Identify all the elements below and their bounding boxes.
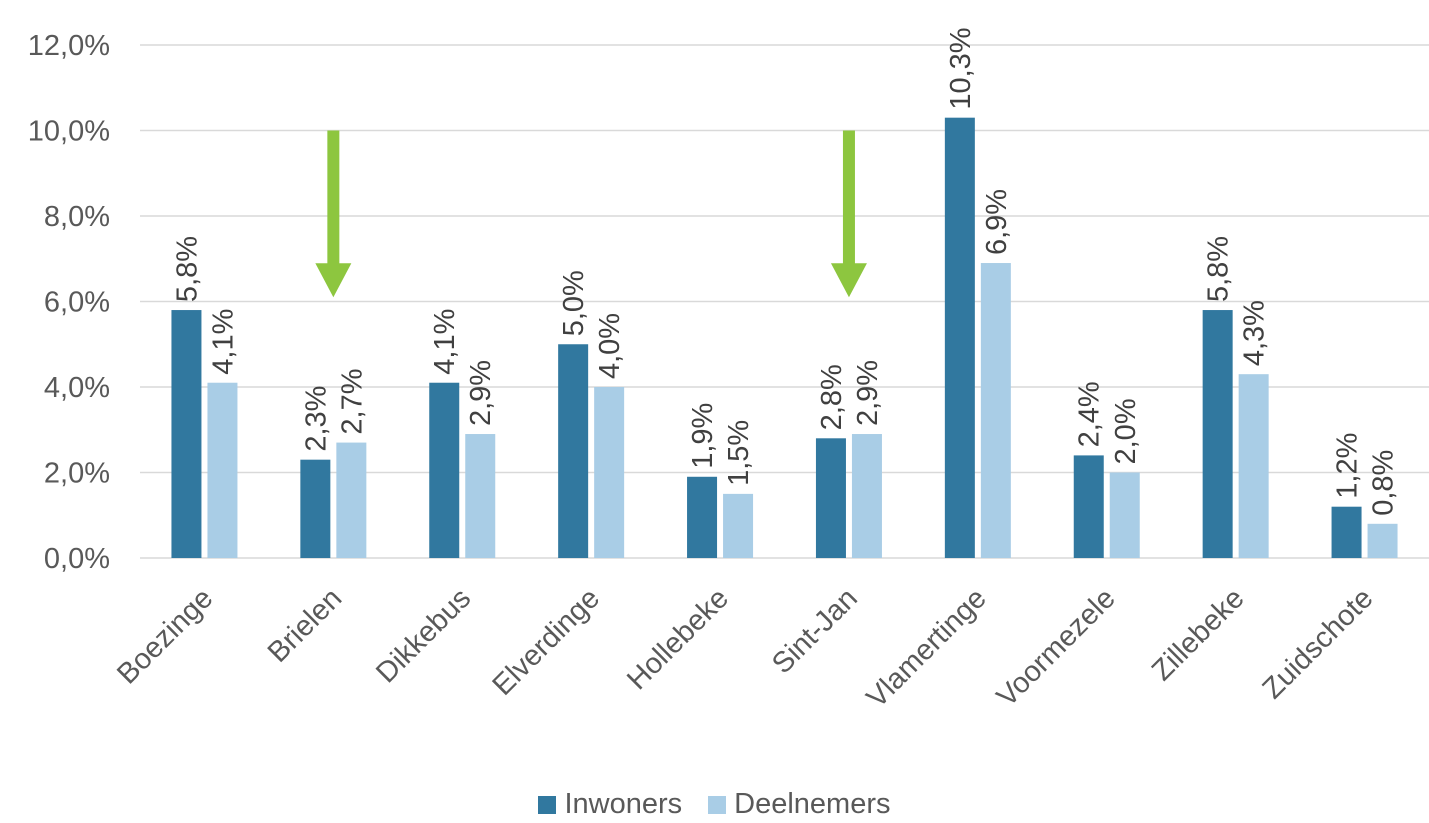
category-label: Boezinge <box>111 582 219 690</box>
data-label-inwoners-3: 5,0% <box>558 270 590 336</box>
y-tick-label: 4,0% <box>44 372 110 404</box>
bar-inwoners-4 <box>687 476 718 558</box>
data-label-inwoners-7: 2,4% <box>1074 381 1106 447</box>
data-label-deelnemers-6: 6,9% <box>981 189 1013 255</box>
data-label-inwoners-4: 1,9% <box>687 403 719 469</box>
y-tick-label: 2,0% <box>44 458 110 490</box>
data-label-inwoners-5: 2,8% <box>816 364 848 430</box>
data-label-inwoners-0: 5,8% <box>171 236 203 302</box>
bar-deelnemers-6 <box>980 263 1011 558</box>
down-arrow-brielen <box>315 130 352 298</box>
bar-inwoners-3 <box>558 344 589 558</box>
bar-inwoners-1 <box>300 459 331 558</box>
down-arrow-sint-jan <box>830 130 867 298</box>
data-label-deelnemers-0: 4,1% <box>207 309 239 375</box>
gridlines <box>140 44 1429 559</box>
y-tick-label: 8,0% <box>44 201 110 233</box>
bar-inwoners-9 <box>1331 506 1362 558</box>
y-tick-label: 10,0% <box>28 116 110 148</box>
bar-inwoners-0 <box>171 310 202 558</box>
category-label: Zuidschote <box>1257 582 1380 705</box>
bar-inwoners-7 <box>1073 455 1104 558</box>
bar-inwoners-5 <box>815 438 846 558</box>
data-label-inwoners-8: 5,8% <box>1203 236 1235 302</box>
data-label-deelnemers-3: 4,0% <box>594 313 626 379</box>
data-label-deelnemers-7: 2,0% <box>1110 398 1142 464</box>
bar-inwoners-2 <box>429 382 460 558</box>
data-label-inwoners-9: 1,2% <box>1332 433 1364 499</box>
bar-inwoners-6 <box>944 117 975 559</box>
y-axis-ticks: 0,0% 2,0% 4,0% 6,0% 8,0% 10,0% 12,0% <box>28 30 110 575</box>
data-label-deelnemers-2: 2,9% <box>465 360 497 426</box>
bar-deelnemers-3 <box>594 387 625 558</box>
data-label-deelnemers-1: 2,7% <box>336 368 368 434</box>
bar-deelnemers-4 <box>723 493 754 558</box>
bars <box>171 117 1398 559</box>
legend-item-deelnemers: Deelnemers <box>708 788 891 821</box>
category-label: Zillebeke <box>1146 582 1251 687</box>
data-label-deelnemers-5: 2,9% <box>852 360 884 426</box>
y-tick-label: 0,0% <box>44 543 110 575</box>
category-label: Dikkebus <box>370 582 477 689</box>
category-label: Sint-Jan <box>766 582 864 680</box>
annotation-arrows <box>315 130 867 298</box>
data-label-inwoners-1: 2,3% <box>300 386 332 452</box>
y-tick-label: 6,0% <box>44 287 110 319</box>
bar-deelnemers-2 <box>465 434 496 558</box>
category-label: Vlamertinge <box>861 582 993 714</box>
bar-deelnemers-1 <box>336 442 367 558</box>
category-label: Hollebeke <box>621 582 735 696</box>
legend-swatch-deelnemers <box>708 795 727 814</box>
legend-label-deelnemers: Deelnemers <box>734 788 891 820</box>
category-label: Elverdinge <box>487 582 607 702</box>
category-label: Voormezele <box>991 582 1122 713</box>
bar-deelnemers-5 <box>851 434 882 558</box>
data-label-deelnemers-4: 1,5% <box>723 420 755 486</box>
data-labels: 5,8% 2,3% 4,1% 5,0% 1,9% 2,8% 10,3% 2,4% 5,8% 1,2… <box>171 27 1399 515</box>
bar-deelnemers-0 <box>207 382 238 558</box>
data-label-deelnemers-8: 4,3% <box>1239 300 1271 366</box>
bar-deelnemers-8 <box>1238 374 1269 558</box>
category-label: Brielen <box>262 582 348 668</box>
legend: Inwoners Deelnemers <box>0 788 1429 821</box>
bar-inwoners-8 <box>1202 310 1233 558</box>
legend-item-inwoners: Inwoners <box>538 788 682 821</box>
bar-deelnemers-7 <box>1109 472 1140 558</box>
legend-swatch-inwoners <box>538 795 557 814</box>
data-label-deelnemers-9: 0,8% <box>1368 450 1400 516</box>
data-label-inwoners-6: 10,3% <box>945 27 977 109</box>
bar-deelnemers-9 <box>1367 523 1398 558</box>
legend-label-inwoners: Inwoners <box>564 788 683 820</box>
y-tick-label: 12,0% <box>28 30 110 62</box>
data-label-inwoners-2: 4,1% <box>429 309 461 375</box>
x-axis-categories: Boezinge Brielen Dikkebus Elverdinge Hollebe… <box>111 582 1379 714</box>
